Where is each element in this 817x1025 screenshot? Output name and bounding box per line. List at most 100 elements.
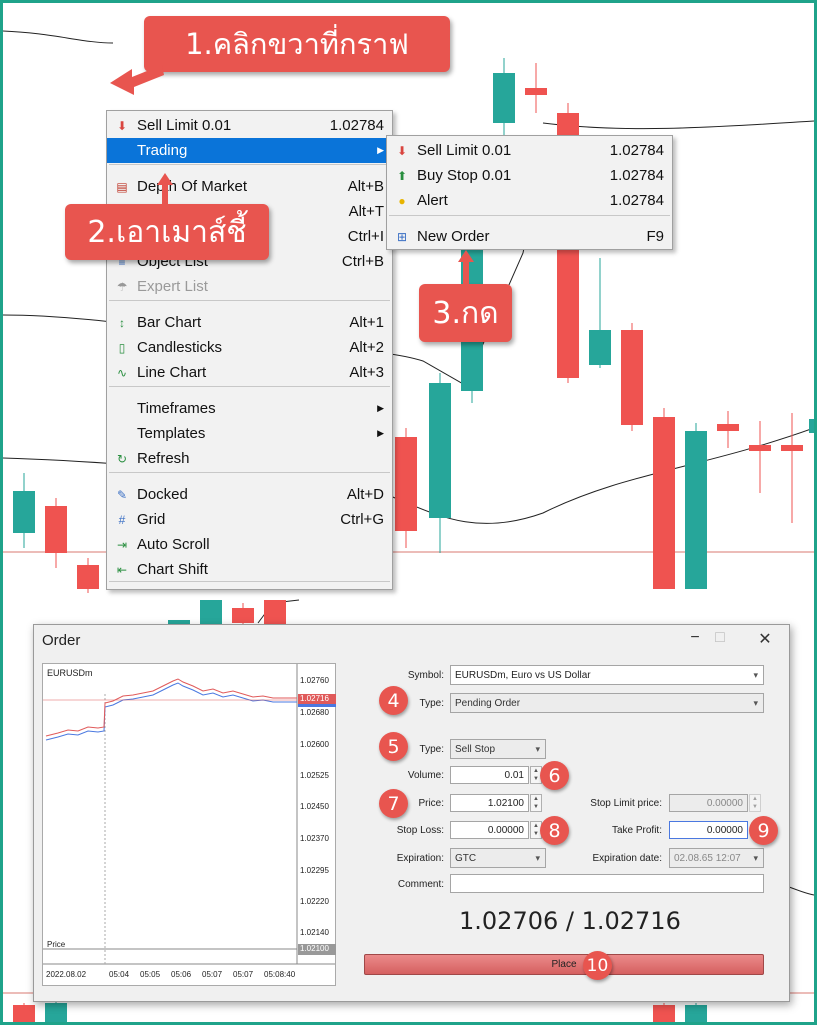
chevron-down-icon: ▾ <box>535 852 540 863</box>
mini-chart-symbol: EURUSDm <box>47 668 93 678</box>
x-tick: 05:06 <box>171 970 192 979</box>
price-stepper[interactable]: ▲ ▼ <box>530 794 542 812</box>
step-badge-5: 5 <box>379 732 408 761</box>
menu-item-refresh[interactable]: ↻ Refresh <box>107 446 392 471</box>
pin-icon: ✎ <box>116 487 128 502</box>
candle-body <box>429 383 451 518</box>
step-badge-6: 6 <box>540 761 569 790</box>
menu-item-auto-scroll[interactable]: ⇥ Auto Scroll <box>107 532 392 557</box>
volume-field[interactable]: 0.01 <box>450 766 529 784</box>
y-tick: 1.02295 <box>300 866 329 875</box>
stop-limit-field[interactable]: 0.00000 <box>669 794 748 812</box>
menu-item-line-chart[interactable]: ∿ Line Chart Alt+3 <box>107 360 392 385</box>
candle-body <box>45 1003 67 1022</box>
y-tick: 1.02600 <box>300 740 329 749</box>
y-tick: 1.02140 <box>300 928 329 937</box>
grid-icon: # <box>118 512 126 527</box>
submenu-item-alert[interactable]: ● Alert 1.02784 <box>387 188 672 213</box>
candle-body <box>653 417 675 589</box>
x-tick: 05:04 <box>109 970 130 979</box>
menu-item-depth-of-market[interactable]: ▤ Depth Of Market Alt+B <box>107 174 392 199</box>
candle-body <box>749 445 771 451</box>
step-badge-4: 4 <box>379 686 408 715</box>
symbol-select[interactable]: EURUSDm, Euro vs US Dollar ▾ <box>450 665 764 685</box>
object-list-icon: ≡ <box>118 254 126 269</box>
price-field[interactable]: 1.02100 <box>450 794 529 812</box>
stop-limit-stepper[interactable]: ▲ ▼ <box>749 794 761 812</box>
menu-item-sell-limit-0-01[interactable]: ⬇ Sell Limit 0.01 1.02784 <box>107 113 392 138</box>
y-tick: 1.02450 <box>300 802 329 811</box>
pending-type-label: Type: <box>419 744 444 755</box>
submenu-arrow-icon: ▶ <box>377 145 384 155</box>
menu-item-candlesticks[interactable]: ▯ Candlesticks Alt+2 <box>107 335 392 360</box>
close-button[interactable]: ✕ <box>758 631 772 648</box>
take-profit-field[interactable]: 0.00000 <box>669 821 748 839</box>
menu-item-label: Depth Of Market <box>137 178 248 195</box>
menu-item-docked[interactable]: ✎ Docked Alt+D <box>107 482 392 507</box>
order-type-select[interactable]: Pending Order ▾ <box>450 693 764 713</box>
bell-icon: ● <box>398 193 406 208</box>
submenu-item-new-order[interactable]: ⊞ New Order F9 <box>387 224 672 249</box>
expiration-date-field[interactable]: 02.08.65 12:07 ▾ <box>669 848 764 868</box>
menu-item-label: Expert List <box>137 278 208 295</box>
menu-item-expert-list[interactable]: ☂ Expert List <box>107 274 392 299</box>
order-type-label: Type: <box>419 698 444 709</box>
x-tick: 05:07 <box>202 970 223 979</box>
menu-item-label: Refresh <box>137 450 190 467</box>
candle-body <box>13 491 35 533</box>
maximize-button[interactable]: □ <box>715 629 725 646</box>
pending-type-value: Sell Stop <box>455 743 496 755</box>
menu-item-shortcut: Ctrl+I <box>347 228 384 245</box>
volume-stepper[interactable]: ▲ ▼ <box>530 766 542 784</box>
menu-separator <box>109 581 390 582</box>
x-tick: 2022.08.02 <box>46 970 87 979</box>
bid-ask-quote: 1.02706 / 1.02716 <box>459 907 681 935</box>
candle-body <box>621 330 643 425</box>
menu-item-hidden-3[interactable]: Alt+T <box>107 199 392 224</box>
volume-label: Volume: <box>407 770 444 781</box>
menu-item-shortcut: Alt+2 <box>349 339 384 356</box>
menu-item-shortcut: Alt+T <box>348 203 384 220</box>
menu-item-shortcut: Alt+D <box>346 486 384 503</box>
stop-loss-field[interactable]: 0.00000 <box>450 821 529 839</box>
take-profit-label: Take Profit: <box>611 825 662 836</box>
pending-type-select[interactable]: Sell Stop ▾ <box>450 739 546 759</box>
menu-item-label: Chart Shift <box>137 561 208 578</box>
menu-item-trading[interactable]: Trading ▶ <box>107 138 392 163</box>
minimize-button[interactable]: − <box>690 629 700 646</box>
comment-field[interactable] <box>450 874 764 893</box>
submenu-item-sell-limit-0-01[interactable]: ⬇ Sell Limit 0.01 1.02784 <box>387 138 672 163</box>
menu-item-templates[interactable]: Templates ▶ <box>107 421 392 446</box>
expiration-select[interactable]: GTC ▾ <box>450 848 546 868</box>
stop-loss-label: Stop Loss: <box>396 825 444 836</box>
submenu-item-label: Sell Limit 0.01 <box>417 142 512 159</box>
menu-item-shortcut: Alt+1 <box>349 314 384 331</box>
candle-body <box>13 1005 35 1022</box>
order-dialog: Order − □ ✕ EURUSDm 1.02760 1.02716 1.02… <box>33 624 790 1002</box>
chevron-down-icon: ▾ <box>753 852 758 863</box>
menu-item-bar-chart[interactable]: ↕ Bar Chart Alt+1 <box>107 310 392 335</box>
candlesticks-icon: ▯ <box>118 340 126 355</box>
callout-2-arrow-icon <box>157 173 173 207</box>
callout-3-arrow-icon <box>458 250 474 286</box>
menu-item-label: Docked <box>137 486 188 503</box>
x-tick: 05:07 <box>233 970 254 979</box>
menu-item-hidden-4[interactable]: Ctrl+I <box>107 224 392 249</box>
chevron-down-icon: ▾ <box>753 669 758 680</box>
menu-item-shortcut: Ctrl+B <box>341 253 384 270</box>
candle-body <box>395 437 417 531</box>
mini-chart-canvas <box>43 664 335 965</box>
menu-item-label: Sell Limit 0.01 <box>137 117 232 134</box>
menu-item-grid[interactable]: # Grid Ctrl+G <box>107 507 392 532</box>
submenu-item-value: 1.02784 <box>609 142 664 159</box>
submenu-item-value: F9 <box>646 228 664 245</box>
submenu-item-label: Alert <box>417 192 448 209</box>
menu-item-timeframes[interactable]: Timeframes ▶ <box>107 396 392 421</box>
menu-item-label: Grid <box>137 511 166 528</box>
expiration-label: Expiration: <box>396 853 444 864</box>
depth-of-market-icon: ▤ <box>116 179 128 194</box>
menu-item-shortcut: Alt+3 <box>349 364 384 381</box>
menu-item-chart-shift[interactable]: ⇤ Chart Shift <box>107 557 392 582</box>
submenu-item-buy-stop-0-01[interactable]: ⬆ Buy Stop 0.01 1.02784 <box>387 163 672 188</box>
place-button[interactable]: Place <box>364 954 764 975</box>
